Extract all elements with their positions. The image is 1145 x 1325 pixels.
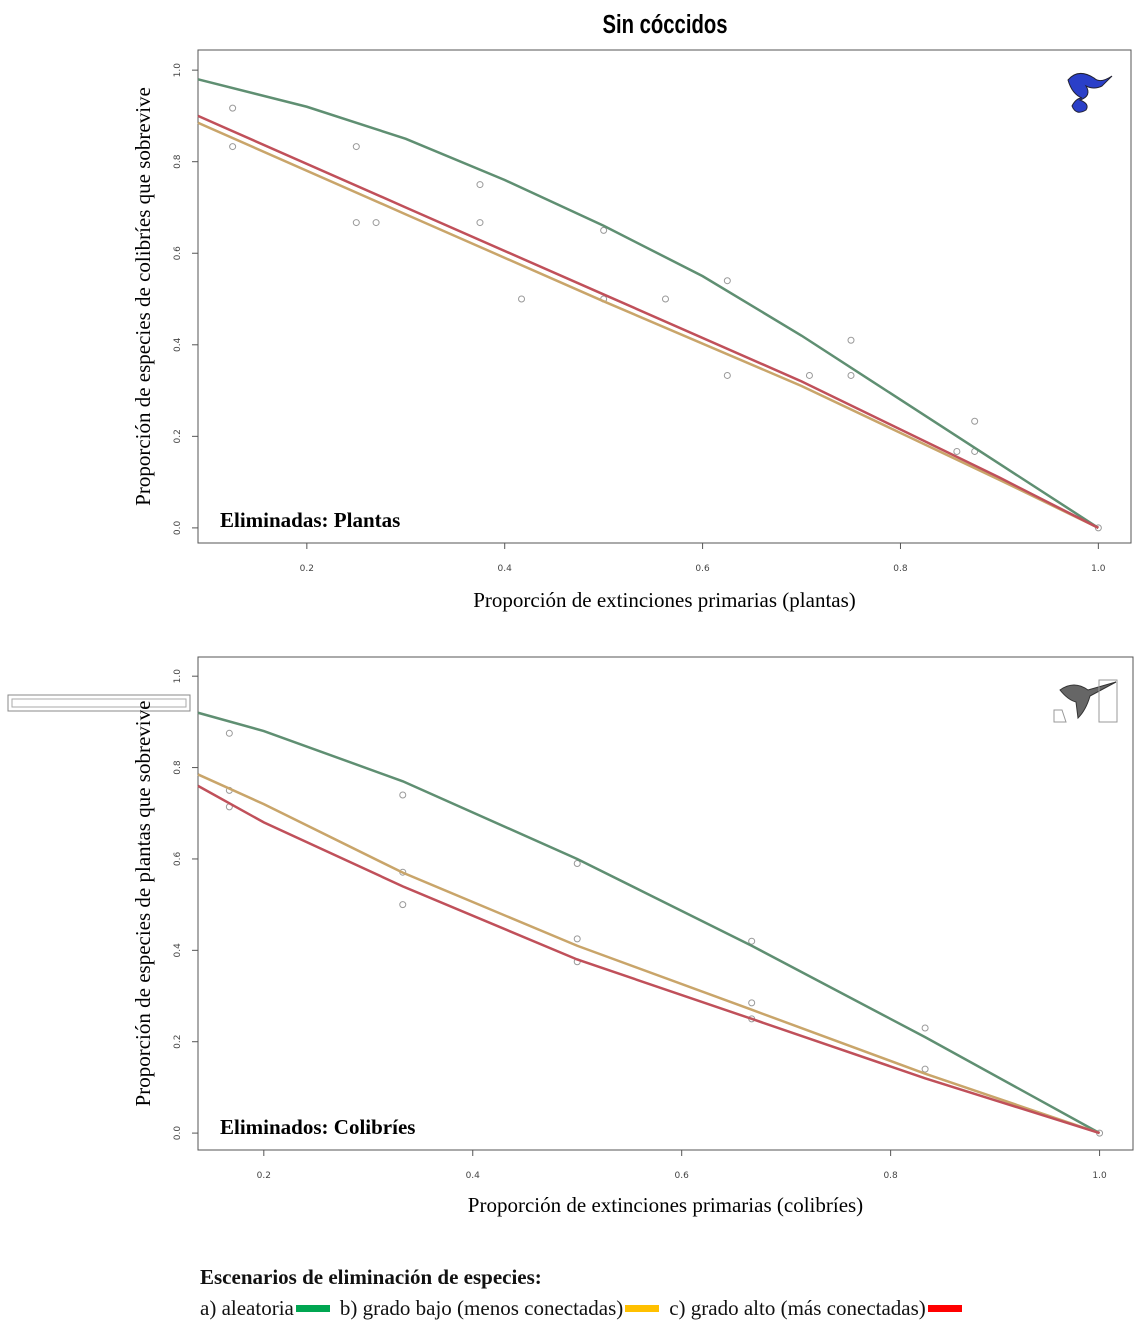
y-tick-label: 0.6	[173, 246, 183, 261]
point	[921, 1024, 929, 1032]
legend-label: b) grado bajo (menos conectadas)	[339, 1296, 624, 1320]
hummingbird-icon	[1067, 73, 1113, 113]
series-line	[197, 773, 1100, 1135]
legend-swatch	[295, 1305, 330, 1313]
point	[352, 219, 360, 227]
series-line	[197, 114, 1099, 530]
point	[229, 104, 237, 112]
hummingbird-icon	[1053, 679, 1118, 723]
y-tick-label: 1.0	[173, 63, 183, 78]
point	[518, 295, 526, 303]
annotation: Eliminados: Colibríes	[220, 1115, 415, 1139]
point	[921, 1065, 929, 1073]
plot-frame	[197, 656, 1134, 1151]
point	[229, 143, 237, 151]
x-tick-label: 0.2	[257, 1171, 271, 1181]
ui-box	[7, 694, 191, 712]
y-tick-label: 0.2	[173, 429, 183, 443]
series-line	[197, 78, 1100, 529]
point	[352, 143, 360, 151]
x-tick-label: 0.4	[466, 1171, 481, 1181]
point	[573, 860, 581, 868]
point	[600, 226, 608, 234]
point	[1094, 524, 1102, 532]
y-tick-label: 0.4	[173, 943, 183, 958]
ui-box	[11, 698, 187, 708]
y-tick-label: 0.2	[173, 1035, 183, 1049]
x-tick-label: 0.6	[675, 1171, 690, 1181]
point	[748, 999, 756, 1007]
point	[805, 371, 813, 379]
point	[399, 901, 407, 909]
point	[476, 219, 484, 227]
point	[723, 371, 731, 379]
series-line	[197, 784, 1100, 1135]
point	[971, 417, 979, 425]
x-axis-label: Proporción de extinciones primarias (pla…	[473, 588, 856, 612]
x-tick-label: 1.0	[1092, 1171, 1107, 1181]
x-tick-label: 0.8	[883, 1171, 898, 1181]
point	[748, 937, 756, 945]
legend-label: c) grado alto (más conectadas)	[669, 1296, 926, 1320]
y-tick-label: 0.0	[173, 520, 183, 535]
legend-swatch	[625, 1305, 660, 1313]
point	[399, 791, 407, 799]
y-tick-label: 0.8	[173, 760, 183, 775]
x-tick-label: 1.0	[1091, 564, 1106, 574]
y-axis-label: Proporción de especies de colibríes que …	[131, 87, 155, 506]
y-tick-label: 0.8	[173, 154, 183, 169]
x-axis-label: Proporción de extinciones primarias (col…	[468, 1193, 863, 1217]
series-line	[197, 711, 1101, 1135]
plot-frame	[197, 49, 1132, 544]
point	[661, 295, 669, 303]
annotation: Eliminadas: Plantas	[220, 508, 400, 532]
point	[225, 729, 233, 737]
point	[476, 181, 484, 189]
point	[372, 219, 380, 227]
x-tick-label: 0.8	[893, 564, 908, 574]
x-tick-label: 0.4	[498, 564, 513, 574]
point	[847, 371, 855, 379]
charts: Sin cóccidos 0.2 0.4 0.6 0.8 1.0 0.0 0.2 0.4 0.6…	[7, 10, 1134, 1217]
y-tick-label: 0.4	[173, 337, 183, 352]
y-tick-label: 1.0	[173, 669, 183, 684]
y-axis-label: Proporción de especies de plantas que so…	[131, 701, 155, 1107]
series-line	[197, 121, 1099, 530]
legend-swatch	[927, 1305, 962, 1313]
legend-title: Escenarios de eliminación de especies:	[200, 1265, 542, 1289]
legend: Escenarios de eliminación de especies: a…	[200, 1265, 972, 1321]
x-tick-label: 0.2	[300, 564, 314, 574]
point	[723, 277, 731, 285]
point	[573, 935, 581, 943]
page-title: Sin cóccidos	[602, 10, 727, 39]
point	[953, 447, 961, 455]
legend-label: a) aleatoria	[200, 1296, 294, 1320]
y-tick-label: 0.6	[173, 852, 183, 867]
y-tick-label: 0.0	[173, 1126, 183, 1141]
point	[847, 336, 855, 344]
x-tick-label: 0.6	[695, 564, 710, 574]
